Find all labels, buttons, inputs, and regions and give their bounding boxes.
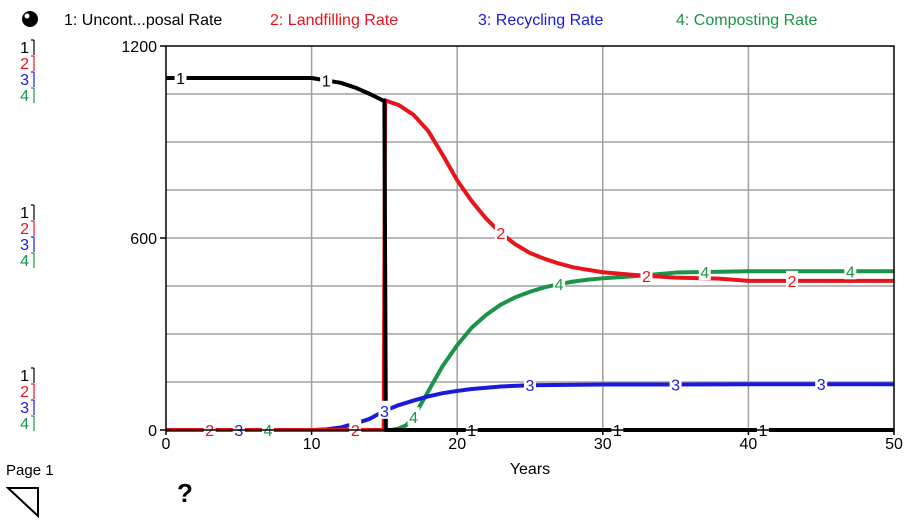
scale-key-3: 3 xyxy=(20,237,29,254)
legend: 1: Uncont...posal Rate 2: Landfilling Rat… xyxy=(22,11,818,29)
series-line-2 xyxy=(166,98,894,432)
series-marker-2: 2 xyxy=(351,423,360,440)
series-marker-bg xyxy=(698,262,711,281)
legend-item-4: 4: Composting Rate xyxy=(676,12,818,29)
series-marker-2: 2 xyxy=(788,274,797,291)
scale-key-2: 2 xyxy=(20,221,29,238)
series-marker-2: 2 xyxy=(496,226,505,243)
series-marker-1: 1 xyxy=(467,423,476,440)
scale-key-3: 3 xyxy=(20,400,29,417)
scale-key-2: 2 xyxy=(20,56,29,73)
series-marker-bg xyxy=(786,270,799,289)
series-marker-1: 1 xyxy=(322,73,331,90)
chart-type-icon xyxy=(22,11,38,27)
series-marker-3: 3 xyxy=(817,377,826,394)
series-marker-4: 4 xyxy=(409,410,418,427)
series-marker-bg xyxy=(756,420,769,438)
legend-item-1: 1: Uncont...posal Rate xyxy=(64,12,222,29)
series-marker-4: 4 xyxy=(846,264,855,281)
series-marker-4: 4 xyxy=(555,277,564,294)
series-marker-3: 3 xyxy=(526,378,535,395)
series-marker-bg xyxy=(378,400,391,419)
series-marker-bg xyxy=(669,374,682,393)
scale-key-4: 4 xyxy=(20,88,29,105)
x-tick-label: 20 xyxy=(448,436,466,453)
series-marker-2: 2 xyxy=(205,423,214,440)
series-marker-4: 4 xyxy=(700,265,709,282)
series-marker-bg xyxy=(640,265,653,284)
scale-key-1: 1 xyxy=(20,205,29,222)
series-marker-bg xyxy=(465,420,478,438)
series-marker-bg xyxy=(553,274,566,293)
legend-item-3: 3: Recycling Rate xyxy=(478,12,603,29)
scale-key-1: 1 xyxy=(20,40,29,57)
series-marker-bg xyxy=(844,261,857,280)
series-marker-bg xyxy=(494,223,507,242)
series-marker-bg xyxy=(815,374,828,393)
series-line-3 xyxy=(166,382,894,432)
series-marker-4: 4 xyxy=(263,423,272,440)
help-button[interactable]: ? xyxy=(177,478,193,508)
series-marker-bg xyxy=(232,420,245,438)
series-marker-1: 1 xyxy=(759,423,768,440)
x-tick-label: 40 xyxy=(740,436,758,453)
series-marker-bg xyxy=(174,68,187,86)
scale-key-4: 4 xyxy=(20,416,29,433)
scale-key-1: 1 xyxy=(20,368,29,385)
series-line-4 xyxy=(166,269,894,432)
series-markers: 1 1 1 1 1 2 2 2 2 2 3 3 3 3 3 4 4 4 4 4 xyxy=(174,68,857,440)
series-marker-bg xyxy=(320,70,333,89)
x-tick-label: 50 xyxy=(885,436,903,453)
series-marker-bg xyxy=(203,420,216,438)
series-marker-bg xyxy=(349,420,362,438)
series-marker-2: 2 xyxy=(642,269,651,286)
x-tick-label: 30 xyxy=(594,436,612,453)
x-tick-label: 10 xyxy=(303,436,321,453)
series-marker-bg xyxy=(407,407,420,426)
y-tick-label: 1200 xyxy=(121,39,157,56)
chart-type-icon-highlight xyxy=(24,13,30,19)
axes: 0 10 20 30 40 50 0 600 1200 Years xyxy=(121,39,903,478)
x-axis-label: Years xyxy=(510,461,550,478)
scale-key-2: 2 xyxy=(20,384,29,401)
series-marker-bg xyxy=(524,375,536,394)
page-label: Page 1 xyxy=(6,462,54,479)
y-tick-label: 600 xyxy=(130,231,157,248)
y-tick-label: 0 xyxy=(148,423,157,440)
page-turn-icon[interactable] xyxy=(6,486,42,518)
x-tick-label: 0 xyxy=(162,436,171,453)
scale-key-3: 3 xyxy=(20,72,29,89)
series-marker-1: 1 xyxy=(176,71,185,88)
series-marker-bg xyxy=(611,420,624,438)
series-marker-bg xyxy=(261,420,274,438)
series-marker-1: 1 xyxy=(613,423,622,440)
series-marker-3: 3 xyxy=(671,378,680,395)
series-marker-3: 3 xyxy=(380,404,389,421)
gridlines xyxy=(166,46,894,430)
scale-key-4: 4 xyxy=(20,253,29,270)
series-marker-3: 3 xyxy=(234,423,243,440)
legend-item-2: 2: Landfilling Rate xyxy=(270,12,398,29)
